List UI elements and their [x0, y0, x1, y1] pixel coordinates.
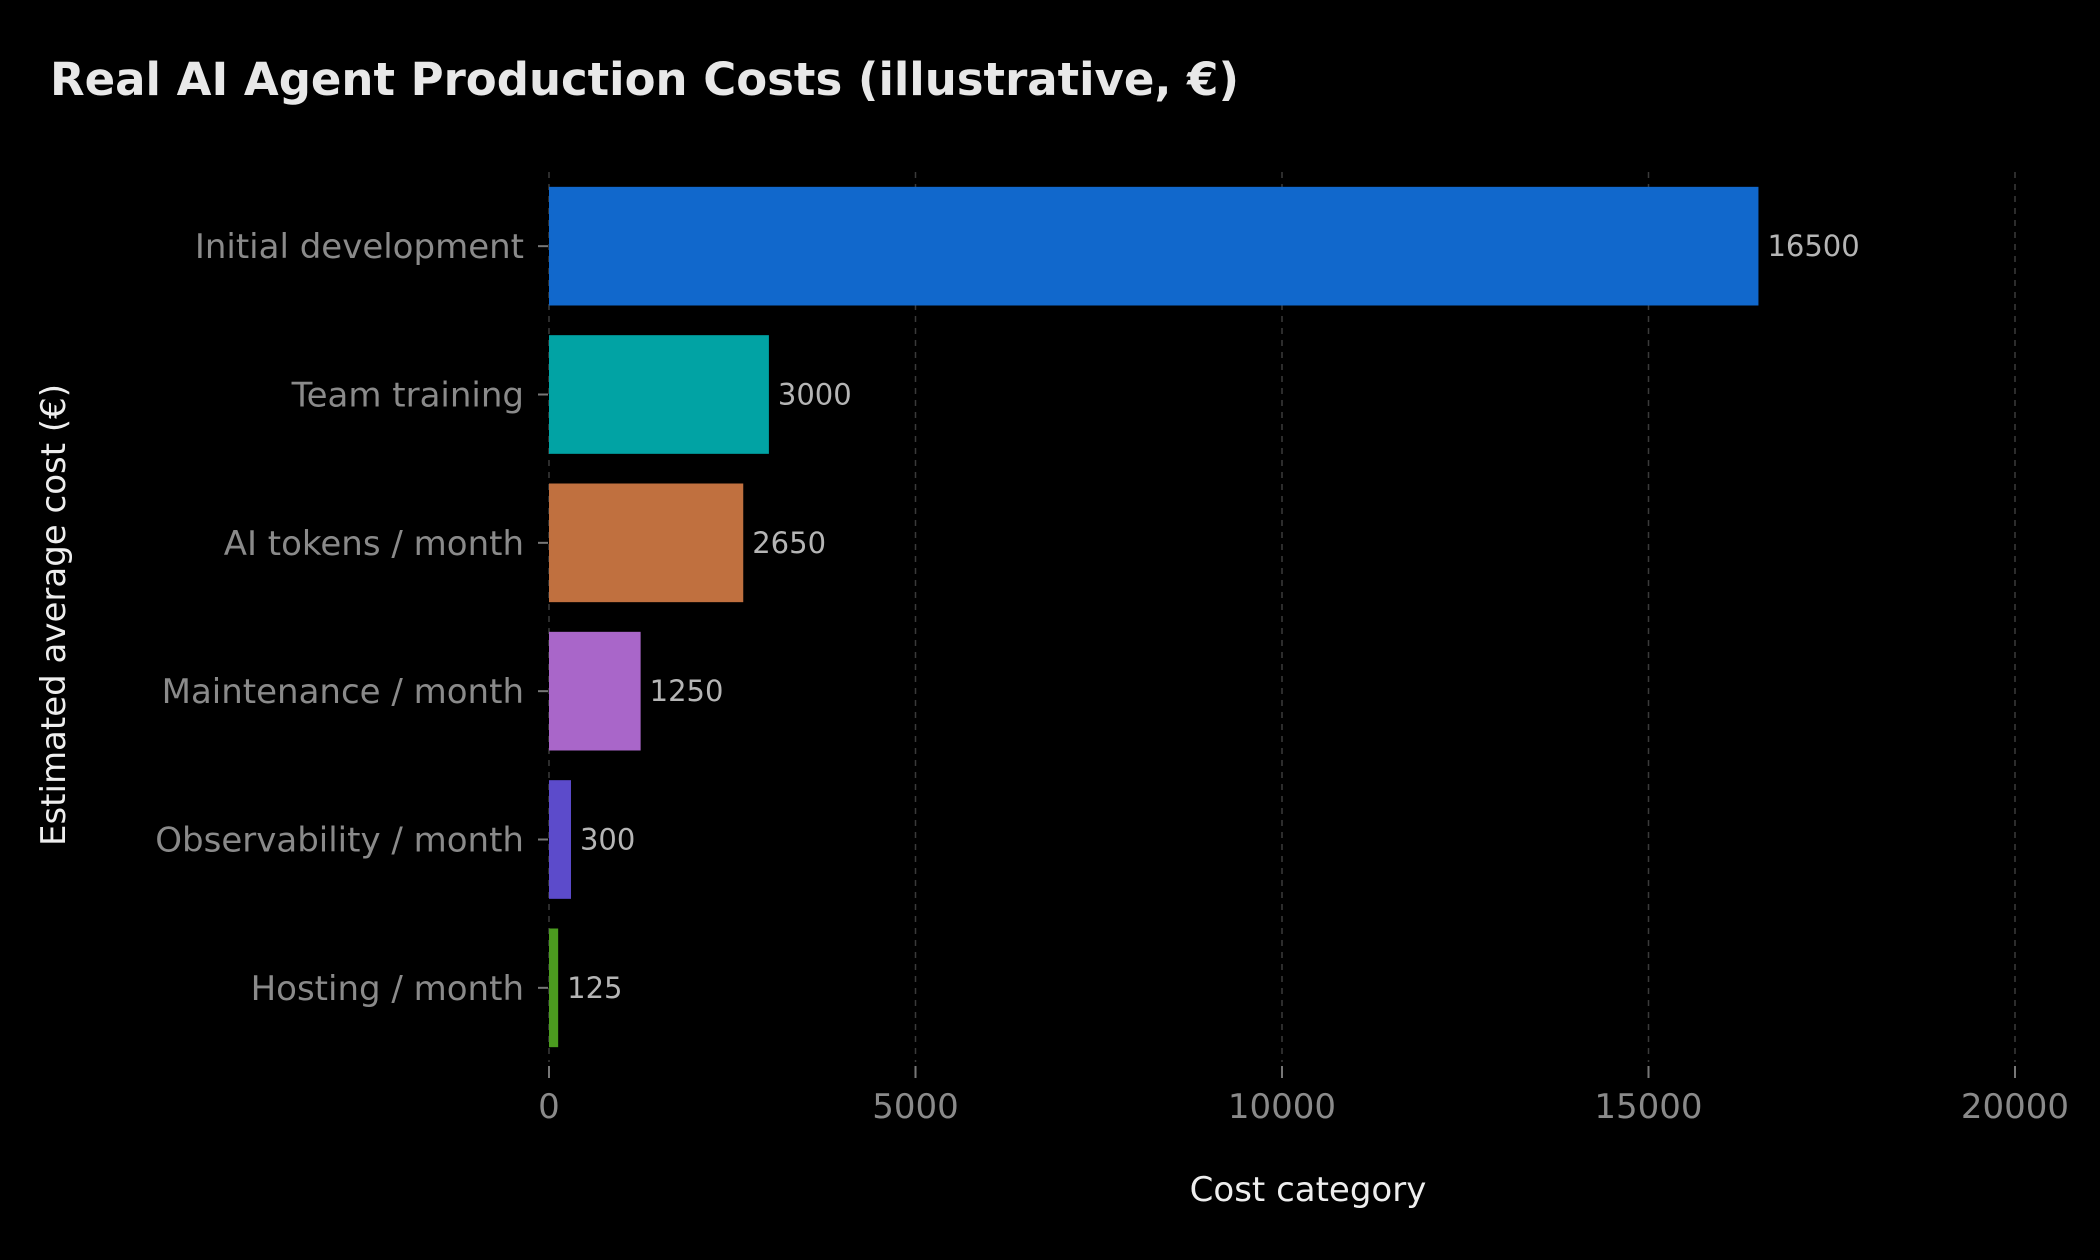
- x-tick-label-3: 15000: [1594, 1087, 1702, 1127]
- y-tick-label-5: Hosting / month: [251, 969, 524, 1009]
- x-axis-ticks: 0 5000 10000 15000 20000: [538, 1066, 2069, 1127]
- chart-title: Real AI Agent Production Costs (illustra…: [50, 53, 1239, 106]
- x-tick-label-2: 10000: [1228, 1087, 1336, 1127]
- data-label-1: 3000: [778, 378, 852, 412]
- x-tick-label-0: 0: [538, 1087, 560, 1127]
- data-label-5: 125: [567, 971, 622, 1005]
- y-tick-label-2: AI tokens / month: [224, 524, 524, 564]
- y-axis-ticks: Initial development Team training AI token…: [155, 227, 548, 1009]
- bar-2: [549, 483, 744, 603]
- y-tick-label-1: Team training: [291, 376, 524, 416]
- x-tick-label-1: 5000: [872, 1087, 959, 1127]
- bar-4: [549, 780, 571, 899]
- bar-5: [549, 928, 559, 1048]
- bars: 16500 3000 2650 1250 300 125: [549, 186, 1860, 1048]
- data-label-2: 2650: [752, 526, 826, 560]
- data-label-4: 300: [580, 823, 635, 857]
- y-axis-label: Estimated average cost (€): [34, 384, 74, 846]
- data-label-3: 1250: [650, 674, 724, 708]
- y-tick-label-0: Initial development: [195, 227, 524, 267]
- bar-3: [549, 631, 641, 751]
- gridlines: [548, 172, 2016, 1062]
- y-tick-label-4: Observability / month: [155, 821, 524, 861]
- data-label-0: 16500: [1767, 229, 1859, 263]
- x-axis-label: Cost category: [1190, 1170, 1427, 1210]
- bar-0: [549, 186, 1759, 306]
- bar-1: [549, 335, 769, 454]
- y-tick-label-3: Maintenance / month: [162, 672, 524, 712]
- x-tick-label-4: 20000: [1961, 1087, 2069, 1127]
